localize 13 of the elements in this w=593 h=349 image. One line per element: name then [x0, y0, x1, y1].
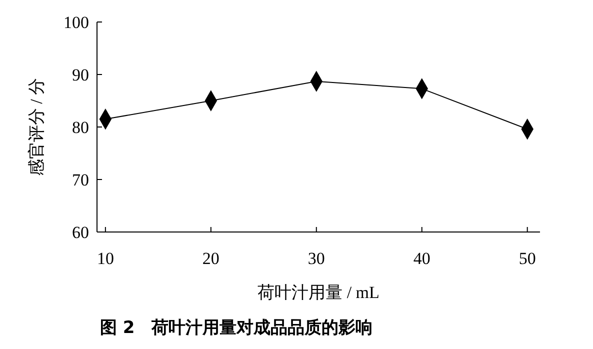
text: 图 2 荷叶汁用量对成品品质的影响 [100, 318, 373, 338]
y-tick-label: 80 [72, 118, 89, 137]
x-tick-label: 30 [308, 249, 325, 268]
x-tick-label: 50 [518, 249, 536, 268]
y-tick-label: 100 [64, 13, 89, 32]
x-tick-label: 10 [96, 249, 114, 268]
y-tick-label: 70 [72, 170, 89, 190]
y-tick-label: 90 [72, 66, 89, 84]
y-tick-label: 60 [72, 223, 89, 242]
x-tick-label: 20 [202, 249, 220, 268]
x-tick-label: 40 [413, 249, 430, 268]
x-axis-title: 荷叶汁用量 / mL [258, 283, 380, 302]
y-axis-title: 感官评分 / 分 [27, 78, 46, 176]
